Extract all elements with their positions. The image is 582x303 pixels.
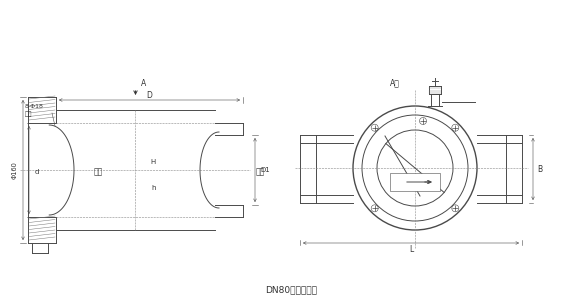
Text: 8-Φ18: 8-Φ18 [25,105,44,109]
Bar [390,173,440,191]
Text: d: d [35,169,39,175]
Text: Φ160: Φ160 [12,161,18,179]
Text: H: H [151,159,156,165]
Text: D1: D1 [260,167,270,173]
Text: 出油: 出油 [256,168,265,177]
Text: A向: A向 [390,78,400,88]
Text: h: h [151,185,156,191]
Text: L: L [409,245,413,254]
Text: A: A [141,78,146,88]
Text: D: D [147,91,152,99]
Text: B: B [537,165,542,174]
Text: DN80型外形尺寸: DN80型外形尺寸 [265,285,317,295]
Text: 均布: 均布 [25,111,33,117]
Text: 进油: 进油 [93,168,102,177]
